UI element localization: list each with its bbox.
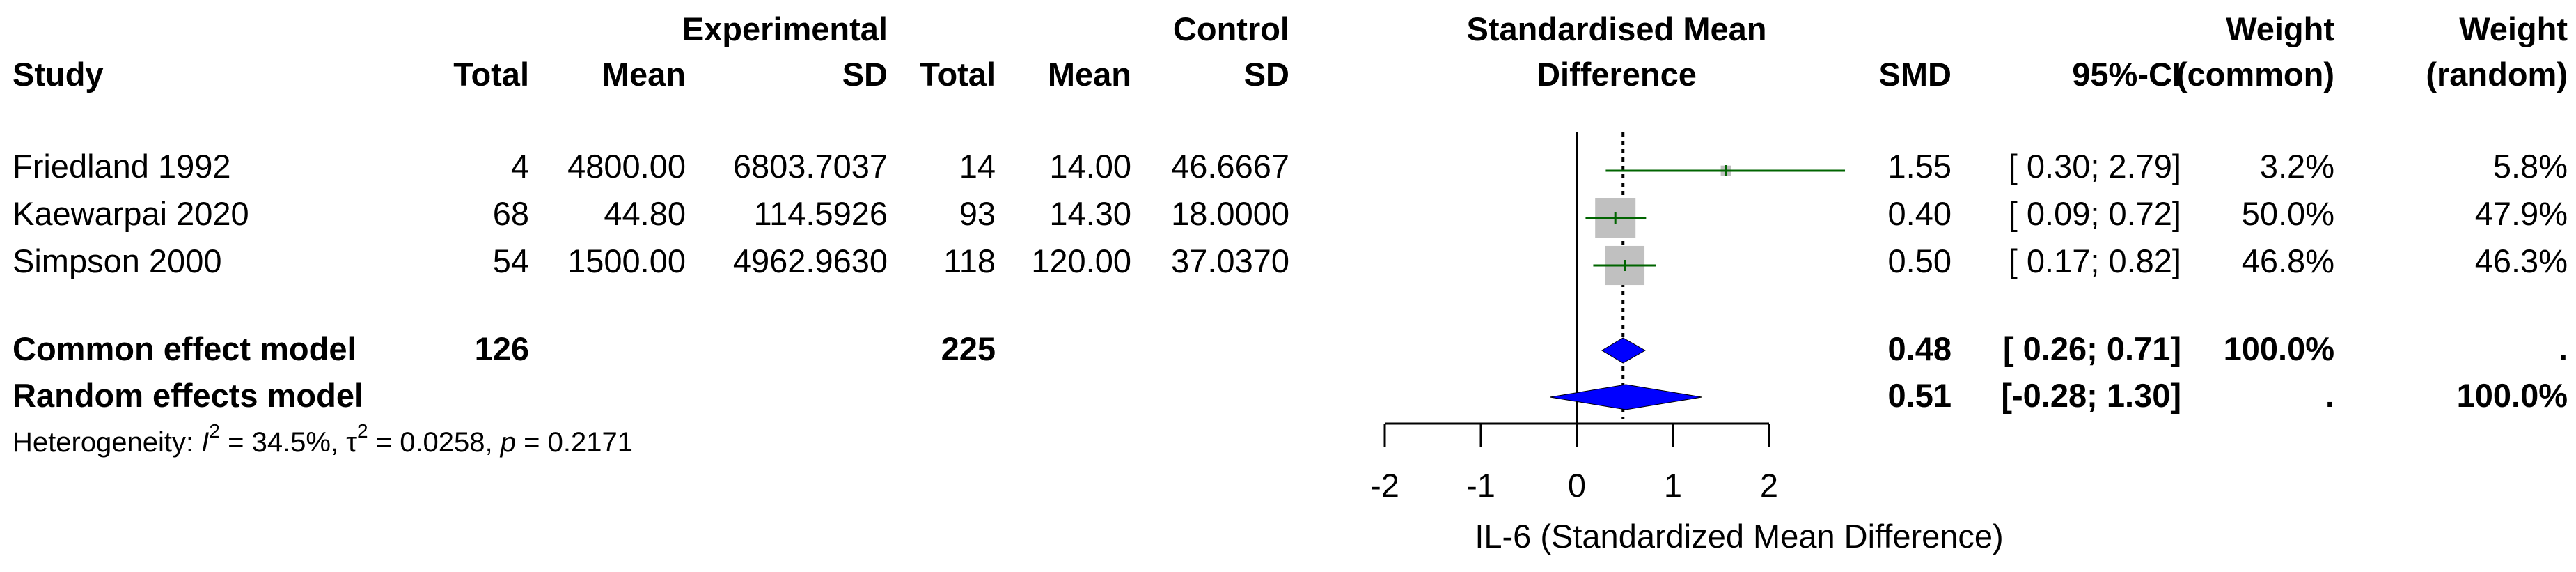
e-total: 54 [493,242,529,279]
common-e-total: 126 [475,330,529,367]
het-tau-value: = 0.0258, [368,427,501,458]
weight-common: 50.0% [2242,195,2334,232]
weight-common: 46.8% [2242,242,2334,279]
c-total: 14 [959,148,996,185]
c-sd: 37.0370 [1171,242,1289,279]
het-prefix: Heterogeneity: [13,427,201,458]
heterogeneity-text: Heterogeneity: I2 = 34.5%, τ2 = 0.0258, … [13,420,633,458]
smd-value: 0.50 [1888,242,1951,279]
c-mean: 14.30 [1049,195,1131,232]
random-effects-row: Random effects model 0.51 [-0.28; 1.30] … [13,377,2568,414]
x-tick-label: -1 [1466,467,1495,504]
header-e-total: Total [453,56,529,93]
weight-random: 47.9% [2475,195,2568,232]
x-tick-label: 2 [1760,467,1778,504]
random-weight-random: 100.0% [2457,377,2568,414]
study-row-simpson: Simpson 2000 54 1500.00 4962.9630 118 12… [13,242,2568,279]
common-ci: [ 0.26; 0.71] [2003,330,2181,367]
common-weight-random: . [2559,330,2568,367]
random-effects-diamond [1550,384,1702,410]
het-tau-symbol: τ [346,427,357,458]
e-total: 68 [493,195,529,232]
header-weight-common: (common) [2176,56,2334,93]
plot-marks [1550,132,1846,424]
header-weight-common-top: Weight [2226,10,2334,47]
c-mean: 120.00 [1031,242,1131,279]
e-sd: 6803.7037 [733,148,888,185]
common-weight-common: 100.0% [2224,330,2334,367]
header-control: Control [1173,10,1289,47]
c-mean: 14.00 [1049,148,1131,185]
header-e-mean: Mean [602,56,686,93]
study-name: Simpson 2000 [13,242,221,279]
het-i2-symbol: I [201,427,209,458]
study-row-kaewarpai: Kaewarpai 2020 68 44.80 114.5926 93 14.3… [13,195,2568,232]
e-mean: 4800.00 [567,148,686,185]
header-c-mean: Mean [1048,56,1131,93]
x-tick-label: -2 [1370,467,1399,504]
het-p-value: = 0.2171 [516,427,633,458]
header-c-sd: SD [1244,56,1289,93]
ci-value: [ 0.17; 0.82] [2009,242,2181,279]
common-c-total: 225 [941,330,996,367]
smd-value: 0.40 [1888,195,1951,232]
study-name: Kaewarpai 2020 [13,195,249,232]
study-row-friedland: Friedland 1992 4 4800.00 6803.7037 14 14… [13,148,2568,185]
study-name: Friedland 1992 [13,148,231,185]
header-ci: 95%-CI [2072,56,2181,93]
het-i2-exp: 2 [209,420,220,442]
random-effects-label: Random effects model [13,377,363,414]
random-weight-common: . [2325,377,2334,414]
smd-value: 1.55 [1888,148,1951,185]
common-effect-label: Common effect model [13,330,356,367]
weight-random: 46.3% [2475,242,2568,279]
header-study: Study [13,56,104,93]
header-smd: SMD [1879,56,1951,93]
x-tick-label: 1 [1664,467,1682,504]
header-c-total: Total [920,56,996,93]
random-smd: 0.51 [1888,377,1951,414]
e-mean: 1500.00 [567,242,686,279]
weight-random: 5.8% [2493,148,2568,185]
common-smd: 0.48 [1888,330,1951,367]
het-p-symbol: p [500,427,516,458]
random-ci: [-0.28; 1.30] [2001,377,2181,414]
weight-common: 3.2% [2260,148,2334,185]
x-axis: -2 -1 0 1 2 [1370,422,1778,504]
x-axis-label: IL-6 (Standardized Mean Difference) [1475,518,2003,555]
header-effect-line2: Difference [1537,56,1697,93]
ci-value: [ 0.30; 2.79] [2009,148,2181,185]
header-e-sd: SD [842,56,888,93]
het-tau-exp: 2 [357,420,368,442]
e-mean: 44.80 [604,195,686,232]
common-effect-row: Common effect model 126 225 0.48 [ 0.26;… [13,330,2568,367]
c-sd: 18.0000 [1171,195,1289,232]
c-sd: 46.6667 [1171,148,1289,185]
header-effect-line1: Standardised Mean [1467,10,1767,47]
c-total: 118 [943,242,996,279]
header-weight-random: (random) [2426,56,2568,93]
e-sd: 114.5926 [753,195,888,232]
e-total: 4 [511,148,529,185]
x-tick-label: 0 [1568,467,1586,504]
header-weight-random-top: Weight [2459,10,2568,47]
header-experimental: Experimental [682,10,888,47]
c-total: 93 [959,195,996,232]
het-i2-value: = 34.5%, [220,427,346,458]
e-sd: 4962.9630 [733,242,888,279]
ci-value: [ 0.09; 0.72] [2009,195,2181,232]
common-effect-diamond [1601,337,1646,364]
